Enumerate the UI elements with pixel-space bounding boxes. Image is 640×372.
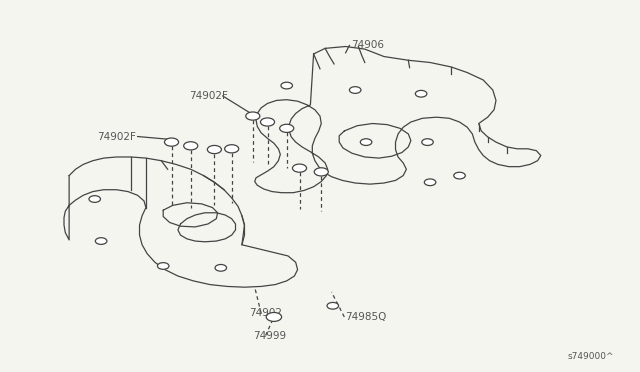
Circle shape [157,263,169,269]
Circle shape [266,312,282,321]
Text: 74985Q: 74985Q [346,312,387,322]
Circle shape [280,124,294,132]
Circle shape [184,142,198,150]
Text: 74902F: 74902F [189,91,228,101]
Circle shape [260,118,275,126]
Text: 74902F: 74902F [97,132,136,141]
Circle shape [314,168,328,176]
Circle shape [292,164,307,172]
Circle shape [89,196,100,202]
Circle shape [327,302,339,309]
Circle shape [360,139,372,145]
Circle shape [215,264,227,271]
Text: 74902: 74902 [250,308,283,318]
Circle shape [422,139,433,145]
Circle shape [225,145,239,153]
Text: 74906: 74906 [351,41,384,50]
Circle shape [207,145,221,154]
Circle shape [246,112,260,120]
Text: s749000^: s749000^ [568,352,614,361]
Circle shape [454,172,465,179]
Text: 74999: 74999 [253,331,286,340]
Circle shape [415,90,427,97]
Circle shape [281,82,292,89]
Circle shape [349,87,361,93]
Circle shape [424,179,436,186]
Circle shape [164,138,179,146]
Circle shape [95,238,107,244]
